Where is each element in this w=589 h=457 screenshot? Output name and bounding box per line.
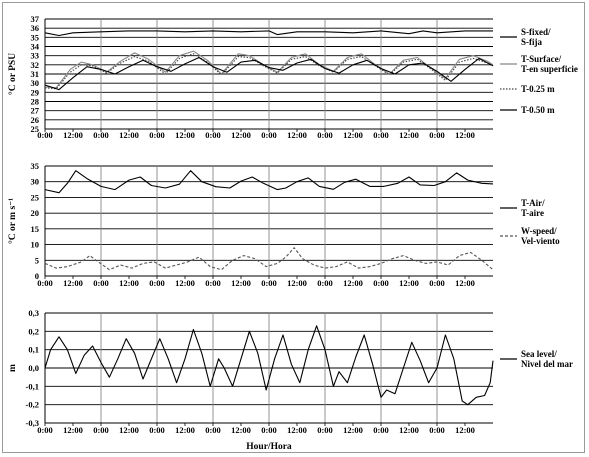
chart-panel-2: T-Air/T-aire W-speed/Vel-viento — [44, 165, 560, 279]
y-tick-label: -0,2 — [26, 400, 39, 410]
y-tick-label: 20 — [31, 208, 40, 218]
x-tick-label: 0:00 — [93, 130, 109, 140]
x-tick-label: 12:00 — [231, 278, 251, 288]
x-tick-label: 0:00 — [37, 278, 53, 288]
x-tick-label: 12:00 — [455, 278, 475, 288]
y-tick-label: 0 — [35, 271, 39, 281]
y-tick-label: -0,1 — [26, 381, 39, 391]
x-tick-label: 12:00 — [343, 130, 363, 140]
legend-label: W-speed/Vel-viento — [521, 226, 560, 246]
y-tick-label: 32 — [31, 60, 40, 70]
y-tick-label: 35 — [31, 32, 40, 42]
x-tick-label: 12:00 — [455, 130, 475, 140]
x-tick-label: 0:00 — [261, 278, 277, 288]
x-tick-label: 0:00 — [429, 278, 445, 288]
x-tick-label: 0:00 — [317, 130, 333, 140]
y-tick-label: 36 — [31, 23, 40, 33]
figure: S-fixed/S-fija T-Surface/T-en superficie T… — [7, 14, 578, 452]
x-tick-label: 12:00 — [399, 425, 419, 435]
y-axis-label: °C or m s⁻¹ — [7, 198, 18, 244]
series-line — [44, 247, 494, 271]
series-line — [44, 56, 494, 91]
y-axis-label: m — [8, 364, 18, 372]
x-tick-label: 0:00 — [429, 130, 445, 140]
x-tick-label: 12:00 — [287, 130, 307, 140]
x-tick-label: 12:00 — [63, 425, 83, 435]
figure-frame: S-fixed/S-fija T-Surface/T-en superficie T… — [2, 2, 585, 453]
x-tick-label: 0:00 — [205, 425, 221, 435]
x-tick-label: 12:00 — [231, 130, 251, 140]
y-tick-label: 31 — [31, 69, 40, 79]
x-tick-label: 0:00 — [317, 278, 333, 288]
y-tick-label: 33 — [31, 51, 40, 61]
x-tick-label: 12:00 — [175, 425, 195, 435]
legend-label: T-Surface/T-en superficie — [521, 54, 578, 74]
x-tick-label: 0:00 — [205, 278, 221, 288]
x-tick-label: 0:00 — [373, 425, 389, 435]
x-tick-label: 0:00 — [373, 130, 389, 140]
x-tick-label: 0:00 — [149, 130, 165, 140]
x-axis-label: Hour/Hora — [246, 442, 292, 452]
series-line — [44, 53, 494, 90]
y-tick-label: 0,3 — [28, 308, 39, 318]
x-tick-label: 0:00 — [261, 130, 277, 140]
x-tick-label: 12:00 — [119, 425, 139, 435]
x-tick-label: 12:00 — [343, 425, 363, 435]
x-tick-label: 0:00 — [429, 425, 445, 435]
x-tick-label: 0:00 — [205, 130, 221, 140]
y-tick-label: 10 — [31, 240, 40, 250]
y-tick-label: -0,3 — [26, 418, 39, 428]
x-tick-label: 0:00 — [93, 278, 109, 288]
y-tick-label: 26 — [31, 115, 40, 125]
y-tick-label: 28 — [31, 97, 40, 107]
x-tick-label: 12:00 — [63, 278, 83, 288]
x-tick-label: 0:00 — [149, 425, 165, 435]
chart-panel-1: S-fixed/S-fija T-Surface/T-en superficie T… — [44, 18, 578, 132]
x-tick-label: 12:00 — [399, 130, 419, 140]
x-tick-label: 12:00 — [399, 278, 419, 288]
y-tick-label: 0,2 — [28, 326, 39, 336]
x-tick-label: 12:00 — [175, 278, 195, 288]
chart-panel-3: Sea level/Nivel del mar — [44, 312, 573, 426]
y-tick-label: 37 — [31, 14, 40, 24]
series-line — [44, 30, 493, 37]
y-axis-label: °C or PSU — [7, 53, 18, 95]
x-tick-label: 0:00 — [317, 425, 333, 435]
x-tick-label: 12:00 — [63, 130, 83, 140]
x-tick-label: 12:00 — [343, 278, 363, 288]
x-tick-label: 12:00 — [287, 278, 307, 288]
y-tick-label: 0,0 — [28, 363, 39, 373]
legend-label: S-fixed/S-fija — [521, 27, 551, 47]
x-tick-label: 0:00 — [261, 425, 277, 435]
legend-label: T-0.50 m — [521, 105, 555, 115]
y-tick-label: 25 — [31, 192, 40, 202]
legend-label: Sea level/Nivel del mar — [521, 349, 573, 369]
x-tick-label: 0:00 — [37, 425, 53, 435]
x-tick-label: 0:00 — [93, 425, 109, 435]
y-tick-label: 5 — [35, 255, 39, 265]
y-tick-label: 15 — [31, 224, 40, 234]
x-tick-label: 0:00 — [373, 278, 389, 288]
legend-label: T-Air/T-aire — [521, 198, 545, 218]
series-line — [44, 325, 494, 406]
y-tick-label: 27 — [31, 106, 40, 116]
x-tick-label: 12:00 — [175, 130, 195, 140]
x-tick-label: 12:00 — [455, 425, 475, 435]
y-tick-label: 35 — [31, 161, 40, 171]
x-tick-label: 12:00 — [119, 130, 139, 140]
x-tick-label: 0:00 — [149, 278, 165, 288]
x-tick-label: 0:00 — [37, 130, 53, 140]
legend-label: T-0.25 m — [521, 84, 555, 94]
x-tick-label: 12:00 — [231, 425, 251, 435]
y-tick-label: 30 — [31, 78, 40, 88]
y-tick-label: 0,1 — [28, 345, 39, 355]
y-tick-label: 30 — [31, 177, 40, 187]
x-tick-label: 12:00 — [287, 425, 307, 435]
y-tick-label: 29 — [31, 87, 40, 97]
y-tick-label: 34 — [31, 42, 40, 52]
y-tick-label: 25 — [31, 124, 40, 134]
x-tick-label: 12:00 — [119, 278, 139, 288]
series-line — [44, 50, 494, 89]
series-line — [44, 170, 494, 194]
